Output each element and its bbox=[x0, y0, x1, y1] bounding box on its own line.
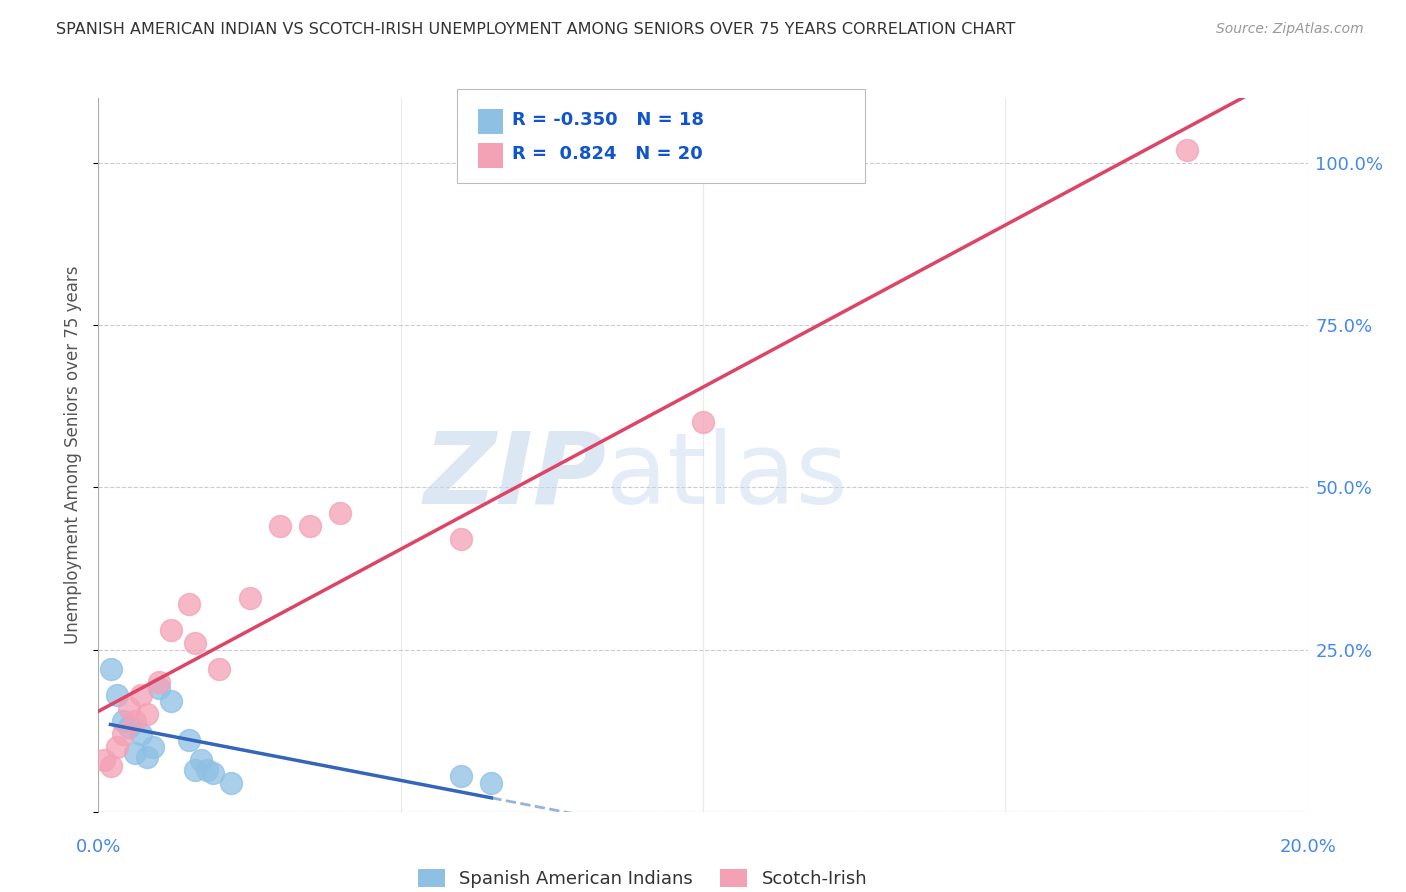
Text: 20.0%: 20.0% bbox=[1279, 838, 1336, 856]
Text: atlas: atlas bbox=[606, 428, 848, 524]
Point bbox=[184, 763, 207, 777]
Point bbox=[208, 662, 231, 676]
Point bbox=[160, 623, 183, 637]
Point bbox=[124, 714, 146, 728]
Point bbox=[93, 753, 115, 767]
Point bbox=[129, 688, 152, 702]
Point bbox=[179, 597, 201, 611]
Point bbox=[148, 681, 170, 696]
Text: ZIP: ZIP bbox=[423, 428, 606, 524]
Text: R = -0.350   N = 18: R = -0.350 N = 18 bbox=[512, 112, 704, 129]
Point bbox=[118, 701, 141, 715]
Point bbox=[111, 727, 134, 741]
Point bbox=[221, 775, 243, 789]
Point bbox=[329, 506, 352, 520]
Point bbox=[105, 688, 128, 702]
Point bbox=[202, 765, 225, 780]
Point bbox=[135, 707, 157, 722]
Text: SPANISH AMERICAN INDIAN VS SCOTCH-IRISH UNEMPLOYMENT AMONG SENIORS OVER 75 YEARS: SPANISH AMERICAN INDIAN VS SCOTCH-IRISH … bbox=[56, 22, 1015, 37]
Point bbox=[299, 519, 322, 533]
Legend: Spanish American Indians, Scotch-Irish: Spanish American Indians, Scotch-Irish bbox=[411, 862, 875, 892]
Point bbox=[111, 714, 134, 728]
Text: Source: ZipAtlas.com: Source: ZipAtlas.com bbox=[1216, 22, 1364, 37]
Point bbox=[190, 753, 212, 767]
Text: 0.0%: 0.0% bbox=[76, 838, 121, 856]
Point bbox=[100, 662, 122, 676]
Point bbox=[179, 733, 201, 747]
Point bbox=[160, 694, 183, 708]
Point bbox=[135, 749, 157, 764]
Point bbox=[184, 636, 207, 650]
Y-axis label: Unemployment Among Seniors over 75 years: Unemployment Among Seniors over 75 years bbox=[65, 266, 83, 644]
Point bbox=[142, 739, 165, 754]
Point bbox=[1175, 143, 1198, 157]
Point bbox=[481, 775, 503, 789]
Point bbox=[129, 727, 152, 741]
Point bbox=[450, 533, 472, 547]
Point bbox=[239, 591, 262, 605]
Point bbox=[105, 739, 128, 754]
Point bbox=[148, 675, 170, 690]
Text: R =  0.824   N = 20: R = 0.824 N = 20 bbox=[512, 145, 703, 163]
Point bbox=[450, 769, 472, 783]
Point bbox=[692, 416, 714, 430]
Point bbox=[100, 759, 122, 773]
Point bbox=[124, 747, 146, 761]
Point bbox=[118, 720, 141, 734]
Point bbox=[195, 763, 218, 777]
Point bbox=[269, 519, 291, 533]
